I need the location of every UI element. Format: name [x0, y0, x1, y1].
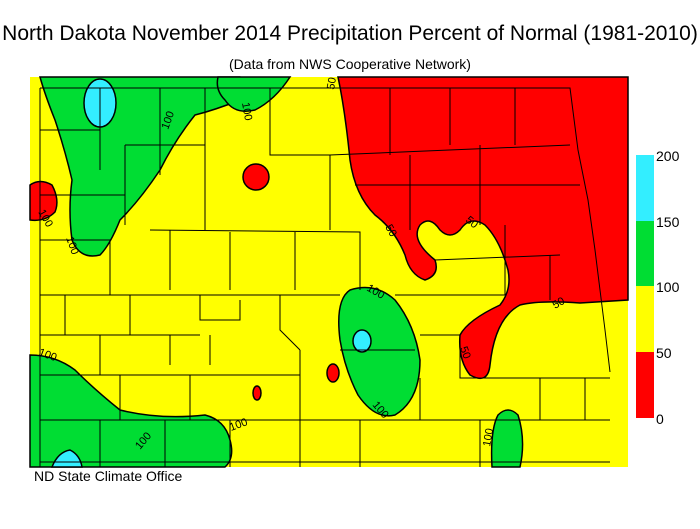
legend-tick-label: 50	[656, 345, 672, 361]
contour-label: 100	[63, 235, 81, 256]
contour-label: 50	[382, 223, 399, 240]
region-red-northeast	[337, 76, 629, 380]
legend-bin-green	[636, 221, 654, 286]
contour-label: 100	[481, 427, 496, 447]
legend-bin-cyan	[636, 155, 654, 221]
region-cyan-southwest	[50, 449, 83, 468]
legend-tick-label: 0	[656, 411, 664, 427]
contour-label: 50	[457, 345, 472, 361]
credit-label: ND State Climate Office	[34, 468, 183, 484]
region-red-south-center-2	[252, 385, 262, 401]
contour-label: 50	[325, 76, 339, 90]
region-green-north-center	[216, 76, 292, 112]
region-red-north-center	[242, 163, 270, 191]
contour-label: 100	[239, 101, 254, 121]
region-green-central	[338, 286, 421, 417]
contour-label: 50	[551, 295, 568, 312]
region-red-west	[29, 180, 58, 222]
region-cyan-central	[352, 329, 372, 353]
legend-bin-red	[636, 352, 654, 418]
legend-tick-label: 100	[656, 279, 680, 295]
region-green-southeast	[490, 409, 524, 468]
county-boundaries	[39, 87, 611, 467]
map-subtitle: (Data from NWS Cooperative Network)	[229, 56, 471, 72]
contour-label: 100	[37, 347, 58, 365]
legend-tick-label: 200	[656, 148, 680, 164]
legend-bin-yellow	[636, 286, 654, 352]
legend-bar	[636, 155, 654, 418]
map-title: North Dakota November 2014 Precipitation…	[2, 22, 698, 45]
contour-label: 100	[160, 110, 178, 131]
contour-label: 100	[228, 416, 249, 434]
region-green-southwest	[29, 354, 233, 468]
region-red-south-center-1	[326, 363, 340, 383]
legend-tick-label: 150	[656, 214, 680, 230]
